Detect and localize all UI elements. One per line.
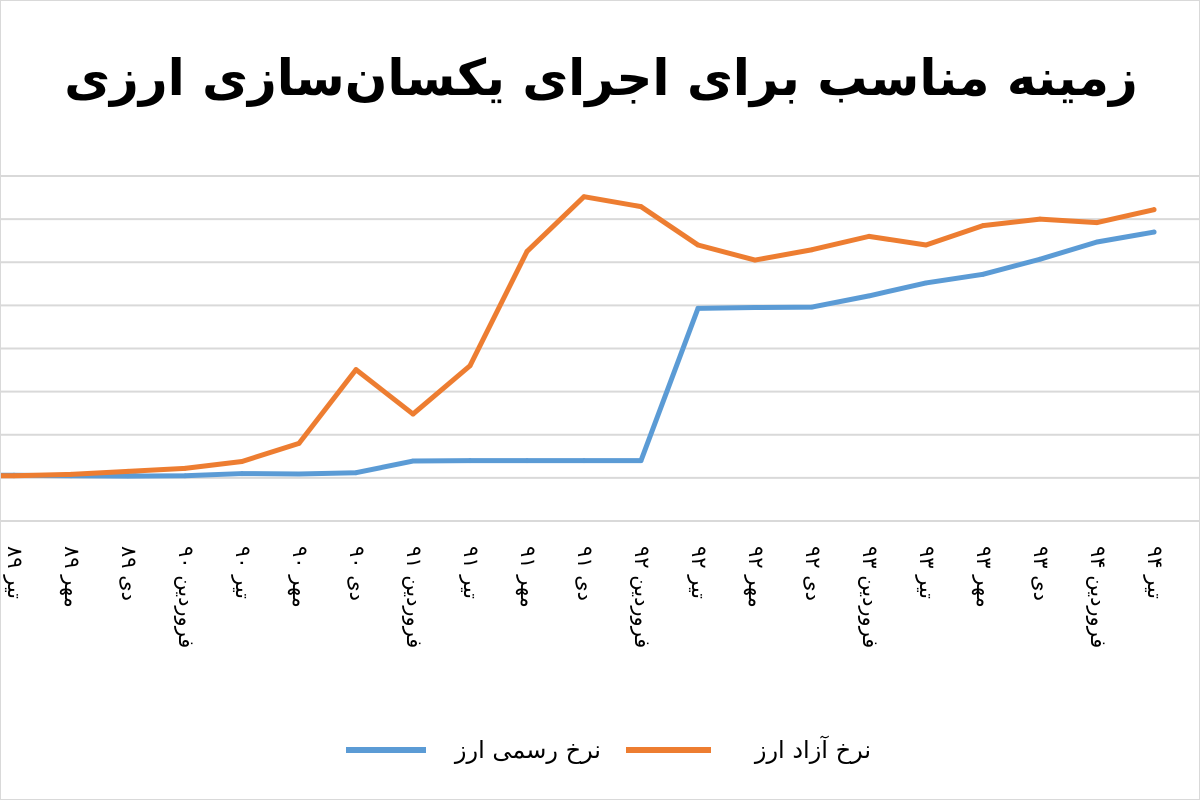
data-point [11, 473, 17, 479]
data-point [695, 242, 701, 248]
x-tick-label: دی ۹۲ [801, 546, 825, 601]
x-tick-label: فروردین ۹۴ [1086, 546, 1110, 648]
x-tick-label: مهر ۸۹ [60, 546, 84, 608]
data-point [980, 223, 986, 229]
x-tick-label: دی ۹۳ [1029, 546, 1053, 601]
data-point [182, 465, 188, 471]
x-tick-label: تیر ۹۱ [459, 546, 483, 599]
gridlines [1, 175, 1200, 522]
data-point [125, 473, 131, 479]
data-point [125, 468, 131, 474]
data-point [353, 367, 359, 373]
data-point [467, 363, 473, 369]
data-point [1151, 207, 1157, 213]
x-tick-label: مهر ۹۲ [744, 546, 768, 608]
series-line [1, 229, 1157, 479]
legend-label: نرخ آزاد ارز [754, 735, 871, 764]
data-point [239, 471, 245, 477]
x-tick-label: دی ۹۱ [573, 546, 597, 601]
data-point [524, 248, 530, 254]
x-tick-label: فروردین ۹۳ [858, 546, 882, 648]
data-point [1094, 239, 1100, 245]
data-point [296, 440, 302, 446]
data-point [695, 305, 701, 311]
x-tick-label: تیر ۹۲ [687, 546, 711, 599]
data-point [866, 293, 872, 299]
x-tick-label: فروردین ۹۲ [630, 546, 654, 648]
data-point [809, 247, 815, 253]
data-point [866, 233, 872, 239]
data-point [923, 242, 929, 248]
data-point [923, 280, 929, 286]
x-tick-label: مهر ۹۰ [288, 546, 312, 608]
x-tick-label: تیر ۹۳ [915, 546, 939, 599]
x-tick-label: مهر ۹۱ [516, 546, 540, 608]
data-point [1151, 229, 1157, 235]
data-point [353, 470, 359, 476]
data-point [239, 458, 245, 464]
x-tick-label: تیر ۹۰ [231, 546, 255, 599]
x-axis-tick-labels: تیر ۸۹ مهر ۸۹ دی ۸۹ فروردین ۹۰ تیر ۹۰ مهر ۹۰ د… [3, 546, 1167, 648]
x-tick-label: دی ۹۰ [345, 546, 369, 601]
x-tick-label: تیر ۹۴ [1143, 546, 1167, 599]
data-point [638, 458, 644, 464]
series-lines [1, 194, 1157, 479]
data-point [980, 271, 986, 277]
legend: نرخ رسمی ارز نرخ آزاد ارز [346, 735, 871, 764]
data-point [581, 194, 587, 200]
data-point [410, 458, 416, 464]
x-tick-label: مهر ۹۳ [972, 546, 996, 608]
x-tick-label: فروردین ۹۰ [174, 546, 198, 648]
series-line [1, 194, 1157, 479]
data-point [752, 305, 758, 311]
x-tick-label: تیر ۸۹ [3, 546, 27, 599]
data-point [1094, 220, 1100, 226]
legend-label: نرخ رسمی ارز [454, 736, 601, 764]
data-point [296, 471, 302, 477]
chart-title: زمینه مناسب برای اجرای یکسان‌سازی ارزی [64, 49, 1138, 107]
x-tick-label: دی ۸۹ [117, 546, 141, 601]
data-point [638, 204, 644, 210]
data-point [809, 304, 815, 310]
data-point [581, 458, 587, 464]
data-point [467, 458, 473, 464]
data-point [182, 473, 188, 479]
data-point [68, 471, 74, 477]
data-point [752, 257, 758, 263]
data-point [1037, 256, 1043, 262]
data-point [1037, 216, 1043, 222]
data-point [410, 411, 416, 417]
data-point [524, 458, 530, 464]
series-1 [1, 229, 1157, 479]
x-tick-label: فروردین ۹۱ [402, 546, 426, 648]
series-2 [1, 194, 1157, 479]
